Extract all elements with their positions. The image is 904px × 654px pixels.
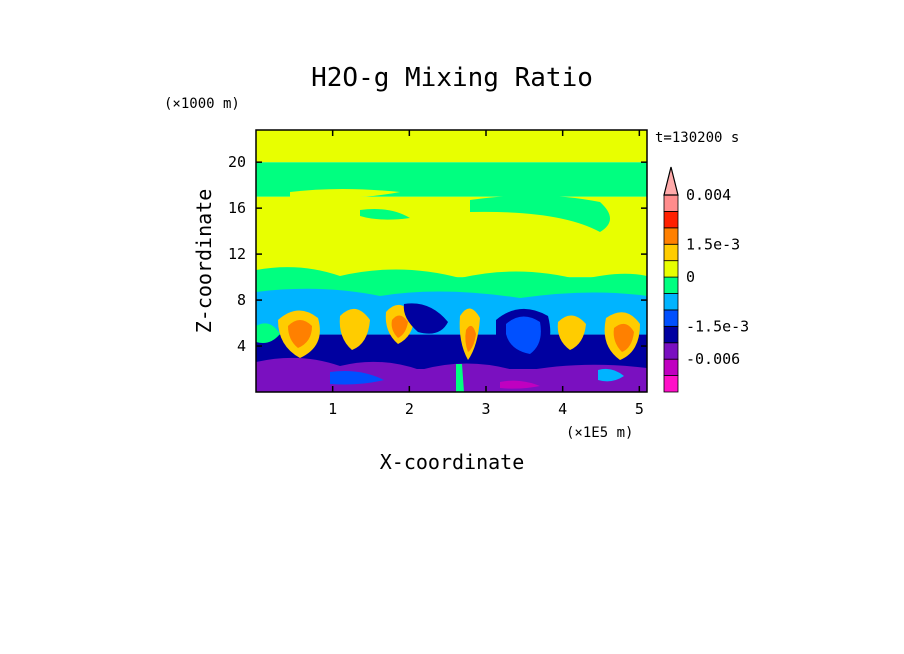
contour-patch [330, 371, 384, 385]
y-tick-label: 12 [228, 245, 246, 263]
colorbar-segment [663, 309, 679, 327]
colorbar-segment [663, 211, 679, 229]
contour-patch [557, 315, 586, 350]
y-tick-label: 8 [237, 291, 246, 309]
x-tick-label: 4 [558, 400, 567, 418]
colorbar-label: -1.5e-3 [686, 317, 749, 335]
contour-patch [288, 320, 312, 348]
colorbar-segment [663, 375, 679, 393]
x-tick-label: 3 [481, 400, 490, 418]
contour-patch [613, 323, 634, 352]
contour-patch [500, 380, 540, 389]
colorbar-label: 0.004 [686, 186, 731, 204]
contour-patch [339, 308, 370, 350]
contour-patch [465, 325, 476, 352]
contour-patch [403, 303, 448, 334]
colorbar-arrow [663, 166, 679, 196]
contour-patch [420, 145, 510, 159]
colorbar-segment [663, 260, 679, 278]
y-axis-label: Z-coordinate [192, 189, 216, 334]
colorbar-segment [663, 358, 679, 376]
colorbar-segment [663, 325, 679, 344]
plot-frame [255, 129, 648, 393]
contour-patch [598, 368, 624, 382]
contour-patch [470, 195, 610, 232]
contour-patch [391, 315, 408, 338]
contour-patch [256, 323, 280, 343]
colorbar-segment [663, 194, 679, 212]
time-label: t=130200 s [655, 130, 739, 146]
colorbar: 0.004 1.5e-3 0 -1.5e-3 -0.006 [663, 166, 749, 393]
contour-patch [456, 364, 464, 392]
x-axis: 1 2 3 4 5 [328, 130, 644, 418]
colorbar-segment [663, 293, 679, 311]
y-axis: 4 8 12 16 20 [228, 153, 647, 355]
x-tick-label: 5 [635, 400, 644, 418]
y-tick-label: 4 [237, 337, 246, 355]
colorbar-segment [663, 342, 679, 360]
contour-patch [560, 147, 640, 159]
x-axis-label: X-coordinate [380, 450, 525, 474]
contour-patch [300, 148, 380, 161]
x-unit-label: (×1E5 m) [566, 425, 633, 441]
contour-patch [506, 316, 541, 354]
y-tick-label: 20 [228, 153, 246, 171]
y-tick-label: 16 [228, 199, 246, 217]
contour-patch [256, 169, 647, 182]
x-tick-label: 1 [328, 400, 337, 418]
y-unit-label: (×1000 m) [164, 96, 240, 112]
colorbar-segment [663, 243, 679, 262]
colorbar-label: 0 [686, 268, 695, 286]
chart-title: H2O-g Mixing Ratio [311, 63, 593, 93]
colorbar-label: 1.5e-3 [686, 235, 740, 253]
contour-field [256, 130, 647, 392]
x-tick-label: 2 [405, 400, 414, 418]
contour-patch [290, 189, 400, 199]
colorbar-segment [663, 227, 679, 245]
contour-patch [360, 209, 410, 220]
colorbar-segment [663, 276, 679, 294]
colorbar-label: -0.006 [686, 350, 740, 368]
